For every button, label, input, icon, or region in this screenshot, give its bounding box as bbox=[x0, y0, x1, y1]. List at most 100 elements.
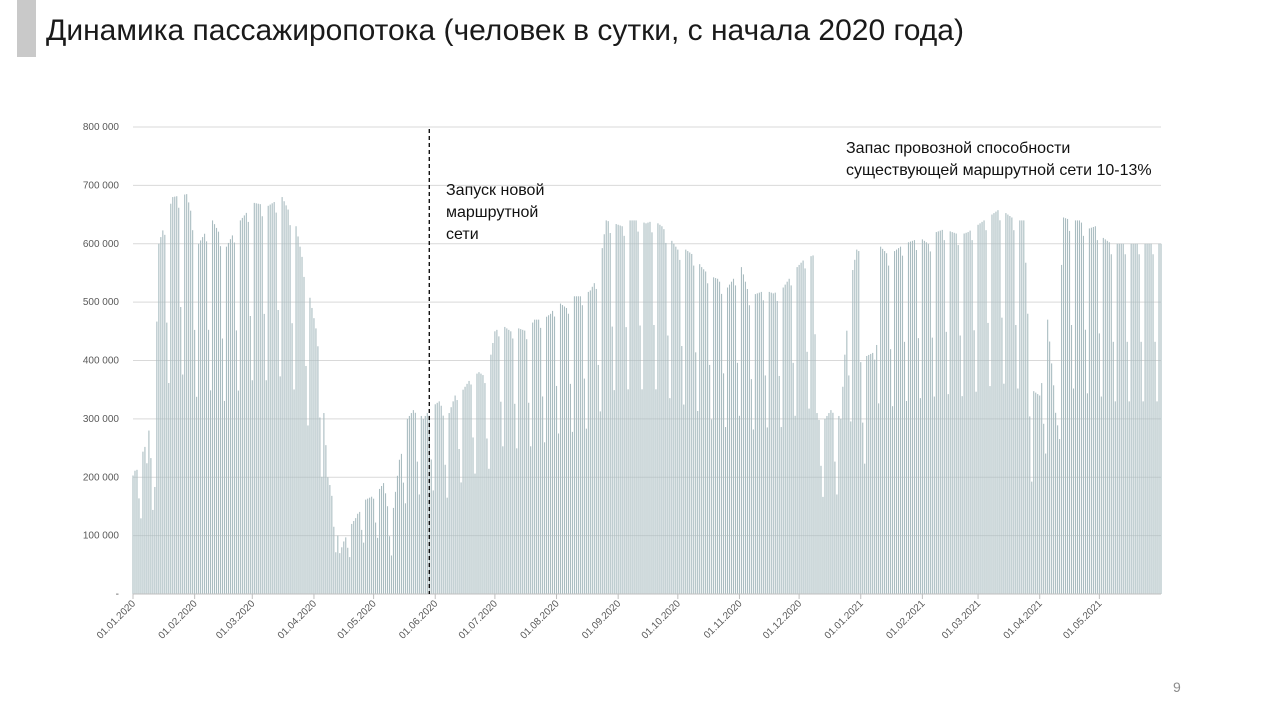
bar bbox=[1102, 237, 1104, 594]
bar bbox=[166, 322, 168, 594]
y-tick-label: 300 000 bbox=[83, 414, 120, 425]
y-tick-label: 100 000 bbox=[83, 531, 120, 542]
bar bbox=[1128, 401, 1130, 594]
x-tick-label: 01.05.2021 bbox=[1061, 598, 1104, 641]
bar bbox=[667, 335, 669, 594]
bar bbox=[351, 523, 353, 594]
bar bbox=[263, 313, 265, 594]
bar bbox=[967, 232, 969, 594]
bar bbox=[878, 403, 880, 594]
bar bbox=[150, 458, 152, 594]
bar bbox=[1120, 243, 1122, 594]
bar bbox=[1122, 243, 1124, 594]
bar bbox=[979, 223, 981, 594]
bar bbox=[1118, 243, 1120, 594]
bar bbox=[1132, 243, 1134, 594]
bar bbox=[215, 227, 218, 594]
bar bbox=[798, 264, 800, 594]
bar bbox=[746, 288, 748, 594]
bar bbox=[353, 521, 355, 594]
bar bbox=[846, 330, 848, 594]
bar bbox=[287, 209, 289, 594]
bar bbox=[957, 245, 959, 594]
bar bbox=[454, 395, 456, 594]
x-tick-label: 01.07.2020 bbox=[457, 598, 500, 641]
y-tick-label: 800 000 bbox=[83, 122, 120, 133]
bar bbox=[217, 231, 220, 594]
bar bbox=[416, 461, 418, 594]
bar bbox=[1061, 264, 1063, 594]
bar bbox=[905, 400, 908, 594]
bar bbox=[555, 385, 558, 594]
bar bbox=[202, 237, 204, 594]
bar bbox=[852, 270, 854, 594]
y-tick-label: 600 000 bbox=[83, 239, 120, 250]
bar bbox=[911, 240, 913, 594]
bar bbox=[715, 278, 717, 594]
bar bbox=[838, 415, 840, 594]
bar bbox=[381, 486, 383, 594]
bar bbox=[440, 405, 442, 594]
bar bbox=[776, 300, 778, 594]
bar bbox=[1140, 341, 1142, 594]
bar bbox=[754, 294, 756, 594]
bar bbox=[325, 445, 327, 594]
bar bbox=[361, 529, 363, 594]
bar bbox=[480, 373, 482, 594]
bar bbox=[367, 498, 369, 594]
bar bbox=[1031, 481, 1033, 594]
bar bbox=[180, 307, 182, 594]
bar bbox=[528, 402, 530, 594]
bar bbox=[418, 494, 420, 594]
bar bbox=[899, 246, 902, 595]
bar bbox=[697, 410, 699, 594]
bar bbox=[1098, 333, 1100, 594]
bar bbox=[546, 316, 548, 594]
bar bbox=[1114, 401, 1116, 594]
bar bbox=[476, 373, 478, 594]
bar bbox=[1003, 383, 1005, 594]
bar bbox=[1106, 240, 1108, 594]
bar bbox=[478, 372, 480, 594]
bar bbox=[732, 278, 735, 594]
bar bbox=[508, 329, 510, 594]
bar bbox=[359, 511, 361, 594]
bar bbox=[261, 216, 263, 595]
bar bbox=[333, 526, 335, 594]
bar bbox=[752, 429, 754, 594]
bar bbox=[949, 231, 951, 594]
bar bbox=[273, 202, 275, 595]
bar bbox=[931, 337, 933, 594]
bar bbox=[1068, 230, 1071, 594]
bar bbox=[496, 329, 498, 594]
bar bbox=[1160, 243, 1162, 594]
bar bbox=[1082, 235, 1084, 594]
bar bbox=[611, 326, 613, 594]
bar bbox=[520, 329, 522, 594]
bar bbox=[382, 483, 385, 594]
bar bbox=[589, 290, 591, 594]
bar bbox=[192, 230, 194, 594]
bar bbox=[571, 431, 573, 594]
bar bbox=[713, 277, 715, 594]
bar bbox=[291, 323, 293, 594]
bar bbox=[927, 243, 929, 594]
bar bbox=[1015, 325, 1017, 594]
bar bbox=[563, 306, 566, 594]
bar bbox=[237, 390, 239, 594]
bar bbox=[1134, 243, 1136, 594]
x-tick-label: 01.06.2020 bbox=[397, 598, 440, 641]
bar bbox=[981, 221, 983, 595]
bar bbox=[420, 415, 422, 594]
bar bbox=[619, 225, 621, 594]
bar bbox=[1033, 391, 1035, 594]
bar bbox=[719, 281, 721, 594]
bar bbox=[379, 488, 381, 594]
bar bbox=[422, 418, 424, 595]
bar bbox=[168, 383, 170, 594]
bar bbox=[281, 197, 283, 595]
bar bbox=[1019, 220, 1021, 594]
bar bbox=[1094, 226, 1096, 595]
bar bbox=[142, 451, 144, 594]
bar bbox=[1090, 227, 1092, 594]
